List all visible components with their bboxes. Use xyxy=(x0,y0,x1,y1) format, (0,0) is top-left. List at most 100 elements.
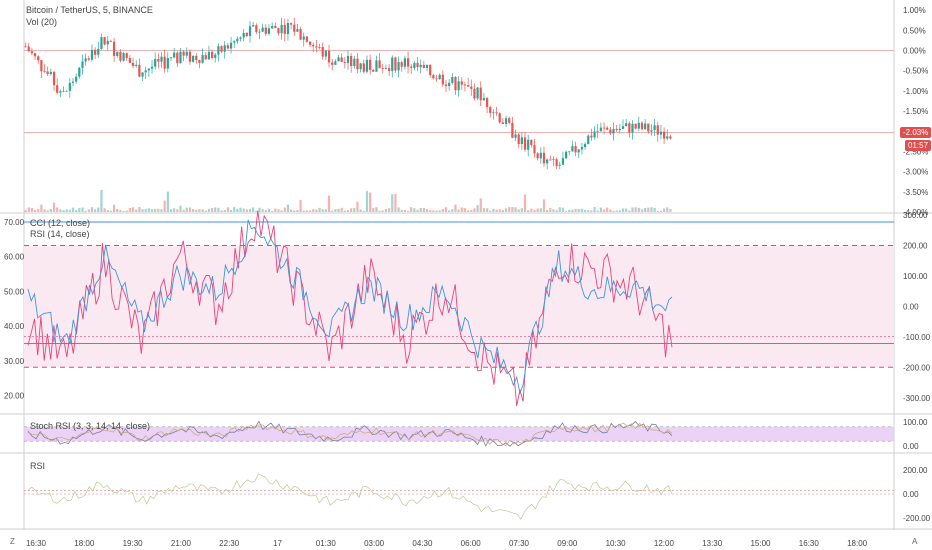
candle-body xyxy=(400,62,403,67)
volume-bar xyxy=(125,210,128,212)
volume-bar xyxy=(653,207,656,212)
volume-bar xyxy=(52,202,56,212)
candle-body xyxy=(508,118,511,123)
candle-body xyxy=(30,51,34,54)
volume-bar xyxy=(429,209,432,212)
candle-body xyxy=(78,67,81,77)
volume-bar xyxy=(286,204,290,212)
volume-bar xyxy=(207,208,211,212)
candle-body xyxy=(587,135,590,145)
candle-body xyxy=(558,164,561,166)
candle-body xyxy=(523,137,527,150)
auto-scale-button[interactable]: A xyxy=(912,537,918,546)
candle-body xyxy=(157,59,160,62)
volume-bar xyxy=(571,209,574,212)
candle-body xyxy=(482,98,486,101)
candle-body xyxy=(331,62,334,65)
candle-body xyxy=(160,56,163,62)
candle-body xyxy=(192,55,195,62)
rsi-axis-tick: 50.00 xyxy=(4,287,25,296)
volume-bar xyxy=(511,207,514,212)
candle-body xyxy=(207,51,211,60)
candle-body xyxy=(43,71,46,72)
volume-bar xyxy=(609,209,612,212)
volume-bar xyxy=(122,210,125,212)
volume-bar xyxy=(296,210,299,212)
candle-body xyxy=(410,66,413,68)
candle-body xyxy=(217,46,220,55)
price-axis-tick: 1.00% xyxy=(903,6,926,15)
candle-body xyxy=(324,50,327,57)
volume-bar xyxy=(106,210,109,212)
volume-bar xyxy=(217,207,220,212)
volume-bar xyxy=(517,209,520,212)
volume-bar xyxy=(365,191,369,212)
candle-body xyxy=(210,51,214,58)
volume-bar xyxy=(128,207,131,212)
volume-bar xyxy=(444,207,448,212)
candle-body xyxy=(176,52,179,64)
volume-bar xyxy=(533,209,536,212)
volume-bar xyxy=(650,207,653,212)
candle-body xyxy=(46,71,49,74)
candle-body xyxy=(154,59,157,67)
timezone-button[interactable]: Z xyxy=(10,537,15,546)
candle-body xyxy=(258,31,261,33)
volume-bar xyxy=(587,210,590,212)
volume-bar xyxy=(666,207,669,212)
volume-bar xyxy=(236,208,239,212)
volume-bar xyxy=(438,210,441,212)
volume-bar xyxy=(457,209,460,212)
volume-bar xyxy=(470,209,473,212)
time-axis-tick: 15:00 xyxy=(750,539,771,548)
symbol-title: Bitcoin / TetherUS, 5, BINANCE xyxy=(26,5,153,15)
candle-body xyxy=(473,88,476,99)
candle-body xyxy=(577,149,580,153)
candle-body xyxy=(470,86,473,89)
candle-body xyxy=(293,24,296,32)
volume-bar xyxy=(602,209,606,212)
candle-body xyxy=(49,71,52,74)
candle-body xyxy=(188,51,192,62)
time-axis-tick: 10:30 xyxy=(606,539,627,548)
volume-bar xyxy=(56,207,59,212)
candle-body xyxy=(590,135,593,138)
candle-body xyxy=(119,51,122,61)
candle-body xyxy=(574,146,577,153)
candle-body xyxy=(536,153,539,159)
volume-bar xyxy=(552,209,555,212)
candle-body xyxy=(659,131,663,135)
candle-body xyxy=(527,139,530,150)
volume-bar xyxy=(504,208,508,212)
time-axis-tick: 18:00 xyxy=(847,539,868,548)
candle-body xyxy=(612,129,615,134)
volume-bar xyxy=(489,210,492,212)
stoch-rsi-legend: Stoch RSI (3, 3, 14, 14, close) xyxy=(30,421,151,431)
candle-body xyxy=(457,81,460,91)
volume-bar xyxy=(422,207,425,212)
candle-body xyxy=(229,42,233,49)
candle-body xyxy=(647,123,650,132)
time-axis-tick: 07:30 xyxy=(509,539,530,548)
price-axis-tick: -1.00% xyxy=(903,87,928,96)
volume-bar xyxy=(375,207,378,212)
volume-bar xyxy=(381,210,384,212)
candle-body xyxy=(495,112,498,114)
candle-body xyxy=(198,60,201,63)
volume-bar xyxy=(261,209,264,212)
time-axis-tick: 17 xyxy=(273,539,282,548)
candle-body xyxy=(609,129,612,134)
price-axis-tick: 0.00% xyxy=(903,46,926,55)
candle-body xyxy=(71,81,75,83)
volume-bar xyxy=(419,208,422,212)
candle-body xyxy=(147,68,150,71)
candle-body xyxy=(650,130,653,132)
time-axis-tick: 09:00 xyxy=(557,539,578,548)
candle-body xyxy=(634,123,637,129)
volume-bar xyxy=(84,210,87,212)
volume-bar xyxy=(520,208,523,212)
candle-body xyxy=(106,40,109,45)
rsi-secondary-legend: RSI xyxy=(30,461,46,471)
volume-bar xyxy=(182,209,185,212)
